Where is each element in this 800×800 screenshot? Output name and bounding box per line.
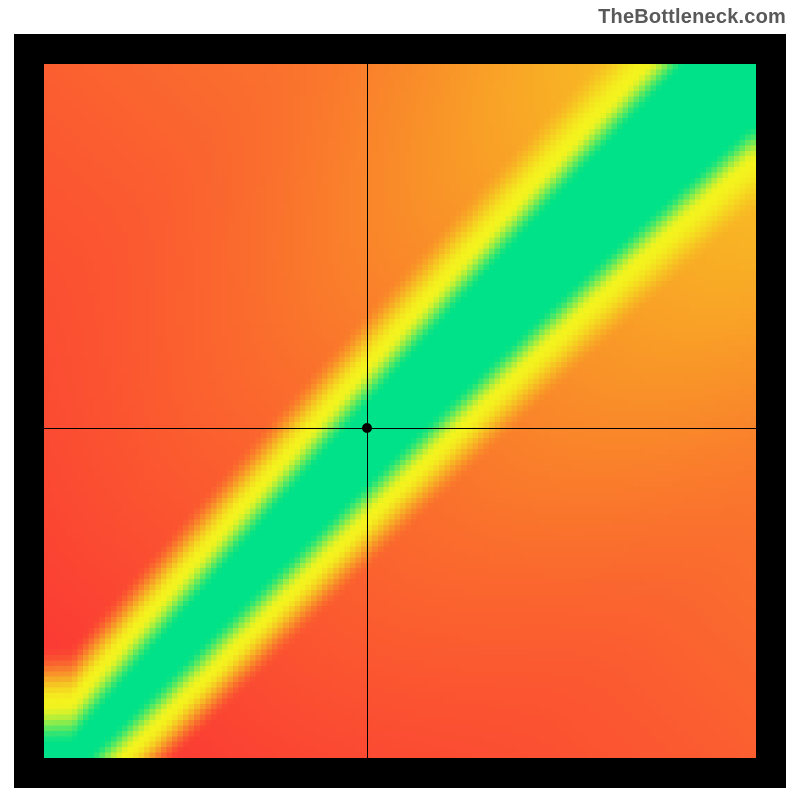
crosshair-vertical xyxy=(367,64,368,758)
marker-point xyxy=(362,423,372,433)
heatmap-canvas xyxy=(44,64,756,758)
watermark-text: TheBottleneck.com xyxy=(598,6,786,29)
heatmap-plot xyxy=(44,64,756,758)
chart-container: TheBottleneck.com xyxy=(0,0,800,800)
chart-frame xyxy=(14,34,786,788)
crosshair-horizontal xyxy=(44,428,756,429)
